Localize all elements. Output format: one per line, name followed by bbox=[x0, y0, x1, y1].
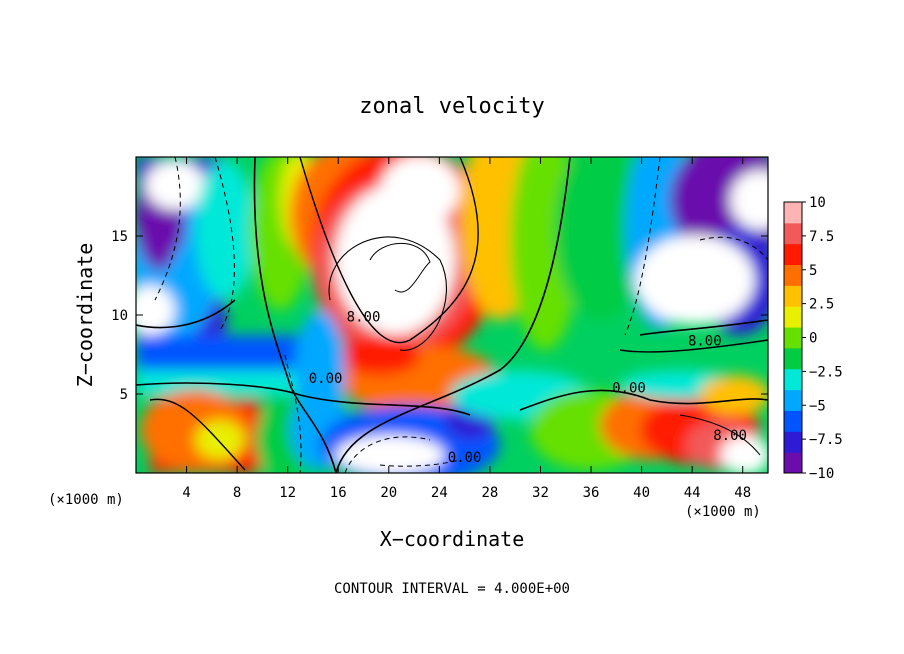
contour-line bbox=[335, 157, 571, 473]
contour-line bbox=[619, 339, 768, 353]
colorbar-tick-label: 2.5 bbox=[809, 297, 834, 313]
contour-line bbox=[679, 414, 761, 456]
contour-line bbox=[299, 157, 479, 344]
colorbar-swatch bbox=[784, 347, 802, 370]
contour-line bbox=[379, 459, 461, 467]
colorbar-swatch bbox=[784, 306, 802, 328]
x-tick-label: 20 bbox=[380, 485, 397, 501]
contour-line bbox=[344, 436, 431, 473]
field-region bbox=[145, 160, 205, 210]
colorbar-tick-label: −5 bbox=[809, 398, 826, 414]
field-region bbox=[340, 335, 420, 375]
x-axis-label: X−coordinate bbox=[380, 527, 525, 551]
heatmap-field bbox=[136, 157, 768, 473]
x-tick-label: 24 bbox=[431, 485, 448, 501]
field-region bbox=[700, 375, 768, 415]
colorbar-swatch bbox=[784, 222, 802, 245]
colorbar-tick-label: 0 bbox=[809, 331, 817, 347]
contour-line bbox=[253, 157, 337, 473]
field-region bbox=[635, 235, 755, 325]
y-tick-label: 15 bbox=[111, 229, 128, 245]
contour-line bbox=[136, 299, 236, 329]
colorbar-swatch bbox=[784, 264, 802, 286]
x-tick-label: 32 bbox=[532, 485, 549, 501]
y-axis-label: Z−coordinate bbox=[73, 243, 97, 388]
colorbar-swatch bbox=[784, 202, 802, 224]
contour-label: 8.00 bbox=[347, 310, 381, 326]
contour-interval: CONTOUR INTERVAL = 4.000E+00 bbox=[334, 581, 570, 597]
contour-line bbox=[624, 157, 661, 336]
contour-line bbox=[136, 382, 471, 416]
field-region bbox=[195, 420, 245, 460]
x-unit-left: (×1000 m) bbox=[48, 492, 124, 508]
contour-line bbox=[284, 354, 302, 473]
x-tick-label: 4 bbox=[182, 485, 190, 501]
field-region bbox=[730, 170, 768, 230]
colorbar-swatch bbox=[784, 285, 802, 307]
contour-line bbox=[519, 389, 768, 411]
colorbar-swatch bbox=[784, 243, 802, 266]
contour-line bbox=[214, 157, 235, 331]
x-tick-label: 8 bbox=[233, 485, 241, 501]
colorbar-tick-label: −10 bbox=[809, 466, 834, 482]
colorbar: 10 7.5 5 2.5 0 −2.5 −5 −7.5 −10 bbox=[783, 195, 843, 482]
x-tick-label: 28 bbox=[481, 485, 498, 501]
contour-line bbox=[699, 236, 768, 261]
contour-line bbox=[149, 398, 246, 471]
field-region bbox=[335, 435, 445, 473]
field-region bbox=[136, 285, 175, 335]
x-tick-label: 16 bbox=[330, 485, 347, 501]
contour-label: 8.00 bbox=[713, 428, 747, 444]
colorbar-swatch bbox=[784, 389, 802, 411]
contour-label: 0.00 bbox=[448, 450, 482, 466]
contour-line bbox=[328, 236, 447, 351]
x-tick-label: 48 bbox=[734, 485, 751, 501]
y-tick-label: 10 bbox=[111, 308, 128, 324]
x-tick-label: 12 bbox=[279, 485, 296, 501]
y-tick-label: 5 bbox=[120, 387, 128, 403]
contour-label: 0.00 bbox=[309, 371, 343, 387]
contour-line bbox=[639, 319, 768, 336]
colorbar-tick-label: 10 bbox=[809, 195, 826, 211]
field-region bbox=[555, 157, 645, 320]
field-region bbox=[195, 160, 255, 300]
colorbar-swatch bbox=[784, 410, 802, 432]
x-tick-label: 40 bbox=[633, 485, 650, 501]
field-region bbox=[720, 435, 768, 473]
x-tick-label: 44 bbox=[684, 485, 701, 501]
colorbar-tick-label: 5 bbox=[809, 263, 817, 279]
contour-label: 0.00 bbox=[612, 381, 646, 397]
x-tick-label: 36 bbox=[583, 485, 600, 501]
colorbar-swatch bbox=[784, 431, 802, 453]
colorbar-tick-label: −2.5 bbox=[809, 364, 843, 380]
colorbar-tick-label: −7.5 bbox=[809, 432, 843, 448]
contour-line bbox=[369, 242, 431, 293]
x-unit-right: (×1000 m) bbox=[685, 504, 761, 520]
colorbar-tick-label: 7.5 bbox=[809, 229, 834, 245]
colorbar-swatch bbox=[784, 452, 802, 474]
field-region bbox=[380, 157, 460, 225]
chart-title: zonal velocity bbox=[359, 94, 544, 119]
colorbar-swatch bbox=[784, 327, 802, 349]
contour-line bbox=[154, 157, 181, 301]
colorbar-swatch bbox=[784, 368, 802, 391]
contour-label: 8.00 bbox=[688, 333, 722, 349]
